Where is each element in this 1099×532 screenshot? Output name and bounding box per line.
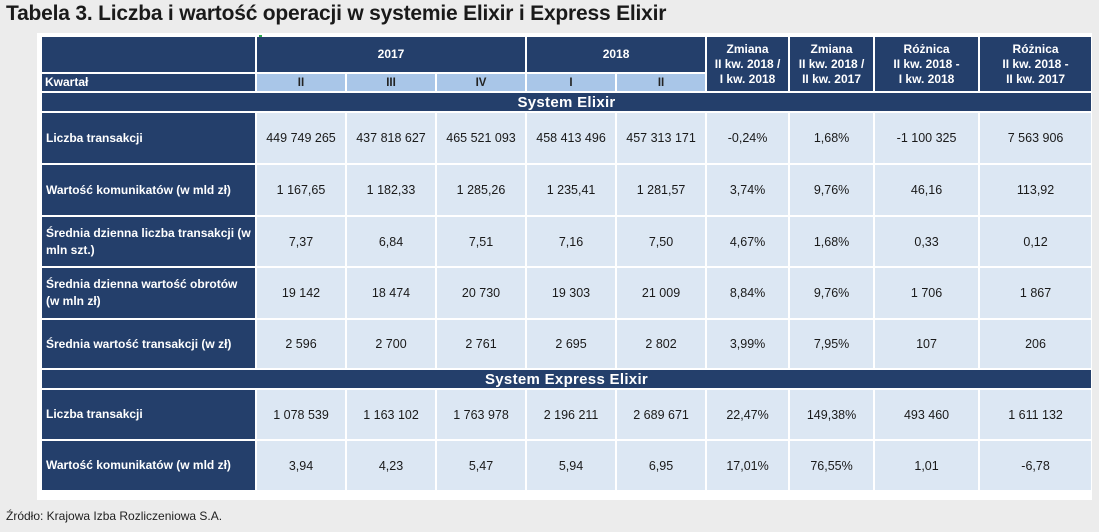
data-cell: 6,95 [617,441,706,490]
data-cell: 18 474 [347,268,435,318]
data-cell: 3,74% [707,165,789,215]
data-cell: -1 100 325 [875,113,979,163]
data-cell: 46,16 [875,165,979,215]
data-cell: 5,47 [437,441,526,490]
data-cell: 1 706 [875,268,979,318]
header-quarter: I [527,74,616,91]
data-cell: -6,78 [980,441,1092,490]
data-cell: 17,01% [707,441,789,490]
table-row: Wartość komunikatów (w mld zł) 1 167,65 1 … [42,165,1092,215]
data-cell: 19 303 [527,268,616,318]
data-cell: 2 689 671 [617,390,706,439]
data-cell: 1,01 [875,441,979,490]
data-cell: 1 763 978 [437,390,526,439]
data-cell: 76,55% [790,441,874,490]
table-row: Liczba transakcji 1 078 539 1 163 102 1 763… [42,390,1092,439]
table-row: Średnia dzienna wartość obrotów (w mln z… [42,268,1092,318]
row-label: Wartość komunikatów (w mld zł) [42,441,255,490]
header-quarter-label: Kwartał [42,74,255,91]
data-cell: 6,84 [347,217,435,266]
data-cell: 9,76% [790,268,874,318]
data-cell: 2 700 [347,320,435,368]
row-label: Średnia dzienna liczba transakcji (w mln… [42,217,255,266]
data-cell: 21 009 [617,268,706,318]
data-cell: 9,76% [790,165,874,215]
data-cell: 457 313 171 [617,113,706,163]
header-quarter: III [347,74,435,91]
data-cell: 4,23 [347,441,435,490]
data-cell: 7,37 [257,217,345,266]
data-cell: 7,50 [617,217,706,266]
data-cell: 2 761 [437,320,526,368]
data-cell: 1 611 132 [980,390,1092,439]
data-cell: 3,94 [257,441,345,490]
section-header: System Express Elixir [42,370,1092,388]
data-cell: 2 196 211 [527,390,616,439]
data-cell: 0,33 [875,217,979,266]
data-cell: 5,94 [527,441,616,490]
header-change-quarter: Zmiana II kw. 2018 / I kw. 2018 [707,37,789,91]
header-quarter: IV [437,74,526,91]
cell-marker [259,35,262,38]
data-cell: -0,24% [707,113,789,163]
row-label: Średnia dzienna wartość obrotów (w mln z… [42,268,255,318]
data-cell: 493 460 [875,390,979,439]
header-diff-year: Różnica II kw. 2018 - II kw. 2017 [980,37,1092,91]
data-cell: 22,47% [707,390,789,439]
data-cell: 1 867 [980,268,1092,318]
data-cell: 4,67% [707,217,789,266]
data-cell: 1 078 539 [257,390,345,439]
data-cell: 19 142 [257,268,345,318]
data-cell: 149,38% [790,390,874,439]
row-label: Liczba transakcji [42,390,255,439]
data-cell: 465 521 093 [437,113,526,163]
data-cell: 2 802 [617,320,706,368]
section-header: System Elixir [42,93,1092,111]
data-cell: 2 695 [527,320,616,368]
data-cell: 1 281,57 [617,165,706,215]
data-cell: 8,84% [707,268,789,318]
data-cell: 1,68% [790,113,874,163]
data-cell: 449 749 265 [257,113,345,163]
source-note: Źródło: Krajowa Izba Rozliczeniowa S.A. [6,509,223,523]
data-cell: 107 [875,320,979,368]
header-diff-quarter: Różnica II kw. 2018 - I kw. 2018 [875,37,979,91]
data-cell: 0,12 [980,217,1092,266]
row-label: Średnia wartość transakcji (w zł) [42,320,255,368]
data-cell: 7,51 [437,217,526,266]
data-cell: 7,95% [790,320,874,368]
header-corner [42,37,255,72]
data-cell: 1 235,41 [527,165,616,215]
data-cell: 3,99% [707,320,789,368]
data-table: 2017 2018 Zmiana II kw. 2018 / I kw. 201… [40,35,1093,492]
row-label: Liczba transakcji [42,113,255,163]
header-quarter: II [617,74,706,91]
header-quarter: II [257,74,345,91]
header-year-2017: 2017 [257,37,526,72]
table-row: Wartość komunikatów (w mld zł) 3,94 4,23 5,… [42,441,1092,490]
data-cell: 1 285,26 [437,165,526,215]
header-year-2018: 2018 [527,37,706,72]
table-row: Średnia wartość transakcji (w zł) 2 596 2 … [42,320,1092,368]
data-cell: 2 596 [257,320,345,368]
data-cell: 1 167,65 [257,165,345,215]
table-title: Tabela 3. Liczba i wartość operacji w sy… [6,2,667,25]
data-cell: 1,68% [790,217,874,266]
data-cell: 20 730 [437,268,526,318]
table-row: Średnia dzienna liczba transakcji (w mln… [42,217,1092,266]
data-cell: 206 [980,320,1092,368]
table-row: Liczba transakcji 449 749 265 437 818 627 4… [42,113,1092,163]
row-label: Wartość komunikatów (w mld zł) [42,165,255,215]
data-cell: 7 563 906 [980,113,1092,163]
data-cell: 7,16 [527,217,616,266]
data-cell: 1 163 102 [347,390,435,439]
data-cell: 113,92 [980,165,1092,215]
data-cell: 1 182,33 [347,165,435,215]
data-cell: 458 413 496 [527,113,616,163]
header-change-year: Zmiana II kw. 2018 / II kw. 2017 [790,37,874,91]
data-cell: 437 818 627 [347,113,435,163]
